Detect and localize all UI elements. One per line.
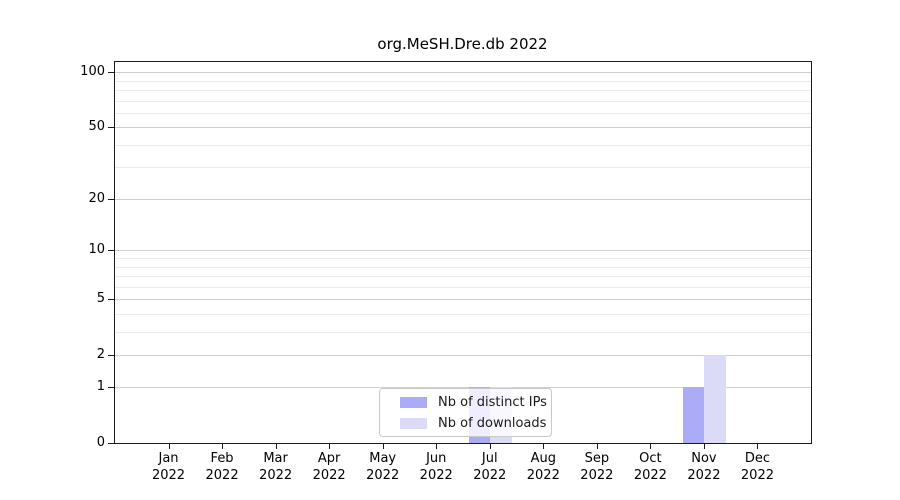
x-tick-label-mar: Mar 2022: [259, 451, 293, 483]
y-tick-label: 100: [80, 64, 105, 80]
legend-label-distinct-ips: Nb of distinct IPs: [438, 394, 547, 410]
y-tick-label: 0: [96, 435, 105, 450]
legend-item-distinct-ips: Nb of distinct IPs: [400, 393, 551, 412]
y-tick-mark: [108, 250, 114, 252]
legend-item-downloads: Nb of downloads: [400, 414, 551, 433]
y-gridline-minor: [115, 258, 811, 260]
y-gridline-major: [115, 250, 811, 252]
y-tick-mark: [108, 299, 114, 301]
x-tick-mark: [168, 444, 170, 449]
y-tick-mark: [108, 127, 114, 129]
y-tick-mark: [108, 387, 114, 389]
y-gridline-minor: [115, 266, 811, 268]
x-tick-label-apr: Apr 2022: [312, 451, 346, 483]
x-tick-label-aug: Aug 2022: [526, 451, 560, 483]
y-gridline-minor: [115, 144, 811, 146]
y-gridline-minor: [115, 286, 811, 288]
y-gridline-major: [115, 354, 811, 356]
y-gridline-minor: [115, 167, 811, 169]
x-tick-label-oct: Oct 2022: [633, 451, 667, 483]
y-tick-mark: [108, 443, 114, 444]
x-tick-label-feb: Feb 2022: [205, 451, 239, 483]
x-tick-label-nov: Nov 2022: [687, 451, 721, 483]
x-tick-mark: [329, 444, 331, 449]
y-gridline-minor: [115, 112, 811, 114]
x-tick-mark: [703, 444, 705, 449]
x-tick-label-jul: Jul 2022: [473, 451, 507, 483]
y-gridline-minor: [115, 80, 811, 82]
y-tick-mark: [108, 354, 114, 356]
y-gridline-major: [115, 299, 811, 301]
y-gridline-major: [115, 387, 811, 389]
y-gridline-minor: [115, 90, 811, 92]
x-tick-label-jan: Jan 2022: [151, 451, 186, 483]
x-tick-mark: [650, 444, 652, 449]
downloads-swatch: [400, 417, 427, 429]
x-tick-label-jun: Jun 2022: [419, 451, 453, 483]
x-tick-label-sep: Sep 2022: [580, 451, 614, 483]
y-gridline-minor: [115, 100, 811, 102]
y-tick-label: 1: [96, 379, 105, 395]
x-tick-mark: [382, 444, 384, 449]
x-tick-label-dec: Dec 2022: [740, 451, 774, 483]
x-tick-mark: [275, 444, 277, 449]
x-tick-mark: [222, 444, 224, 449]
chart-title: org.MeSH.Dre.db 2022: [377, 35, 548, 53]
x-tick-mark: [543, 444, 545, 449]
y-tick-label: 50: [88, 119, 105, 135]
bar-distinct-ips-nov: [682, 387, 704, 443]
x-tick-label-may: May 2022: [366, 451, 400, 483]
bar-downloads-nov: [703, 354, 726, 443]
x-tick-mark: [489, 444, 491, 449]
y-gridline-minor: [115, 331, 811, 333]
y-tick-label: 2: [96, 346, 105, 362]
y-tick-label: 10: [88, 242, 105, 258]
plot-area: Nb of distinct IPs Nb of downloads: [114, 61, 812, 444]
x-tick-mark: [596, 444, 598, 449]
y-gridline-minor: [115, 276, 811, 278]
x-tick-mark: [436, 444, 438, 449]
y-gridline-major: [115, 198, 811, 200]
x-tick-mark: [757, 444, 759, 449]
y-gridline-minor: [115, 313, 811, 315]
legend: Nb of distinct IPs Nb of downloads: [379, 388, 552, 437]
legend-label-downloads: Nb of downloads: [438, 415, 547, 431]
y-tick-label: 20: [88, 190, 105, 206]
y-tick-label: 5: [96, 291, 105, 307]
distinct-ips-swatch: [400, 396, 427, 408]
y-tick-mark: [108, 198, 114, 200]
y-gridline-major: [115, 72, 811, 74]
y-gridline-major: [115, 127, 811, 129]
y-tick-mark: [108, 72, 114, 74]
